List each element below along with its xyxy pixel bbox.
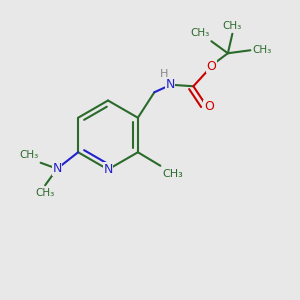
Text: CH₃: CH₃ [223,21,242,31]
Text: CH₃: CH₃ [252,45,271,55]
Text: CH₃: CH₃ [20,150,39,160]
Text: N: N [103,163,113,176]
Text: O: O [206,60,216,73]
Text: CH₃: CH₃ [35,188,55,198]
Text: CH₃: CH₃ [162,169,183,179]
Text: H: H [160,69,169,79]
Text: N: N [165,78,175,91]
Text: N: N [52,162,62,175]
Text: O: O [204,100,214,113]
Text: CH₃: CH₃ [190,28,210,38]
